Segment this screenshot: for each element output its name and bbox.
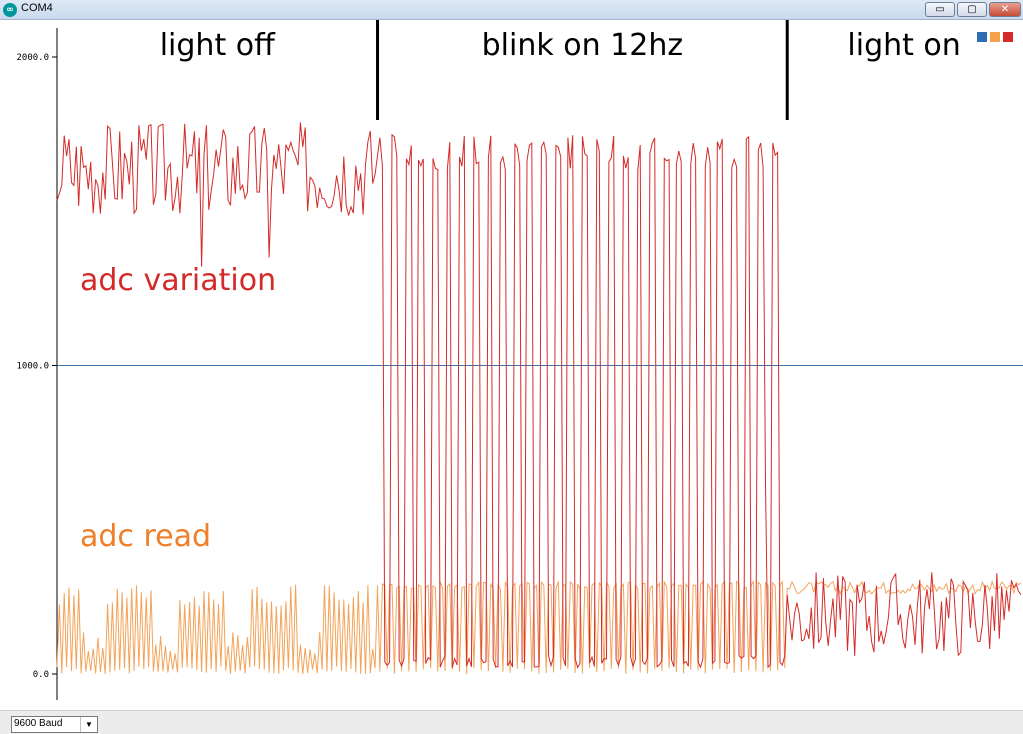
baud-rate-value: 9600 Baud — [14, 718, 63, 729]
legend-swatch — [1003, 32, 1013, 42]
window-title: COM4 — [21, 2, 53, 14]
legend-swatch — [990, 32, 1000, 42]
arduino-logo-icon: ∞ — [3, 3, 17, 17]
section-label: light on — [847, 28, 960, 63]
y-tick-label: 1000.0 — [16, 362, 49, 372]
chevron-down-icon[interactable]: ▼ — [80, 717, 97, 732]
y-tick-label: 2000.0 — [16, 53, 49, 63]
close-button[interactable]: ✕ — [989, 2, 1021, 17]
minimize-button[interactable]: ▭ — [925, 2, 955, 17]
y-tick-label: 0.0 — [33, 670, 49, 680]
title-bar: ∞ COM4 ▭ ▢ ✕ — [0, 0, 1023, 20]
series-adc-variation-line — [56, 122, 1022, 669]
series-annotation: adc read — [80, 519, 211, 554]
legend-swatch — [977, 32, 987, 42]
status-bar: 9600 Baud ▼ — [0, 710, 1023, 734]
series-adc-read-line — [56, 579, 1022, 675]
maximize-button[interactable]: ▢ — [957, 2, 987, 17]
section-label: light off — [160, 28, 276, 63]
baud-rate-select[interactable]: 9600 Baud ▼ — [11, 716, 98, 733]
section-label: blink on 12hz — [482, 28, 683, 63]
serial-plotter-chart: 0.0 1000.0 2000.0 light off blink on 12hz lig… — [16, 20, 1023, 700]
series-annotation: adc variation — [80, 263, 276, 298]
